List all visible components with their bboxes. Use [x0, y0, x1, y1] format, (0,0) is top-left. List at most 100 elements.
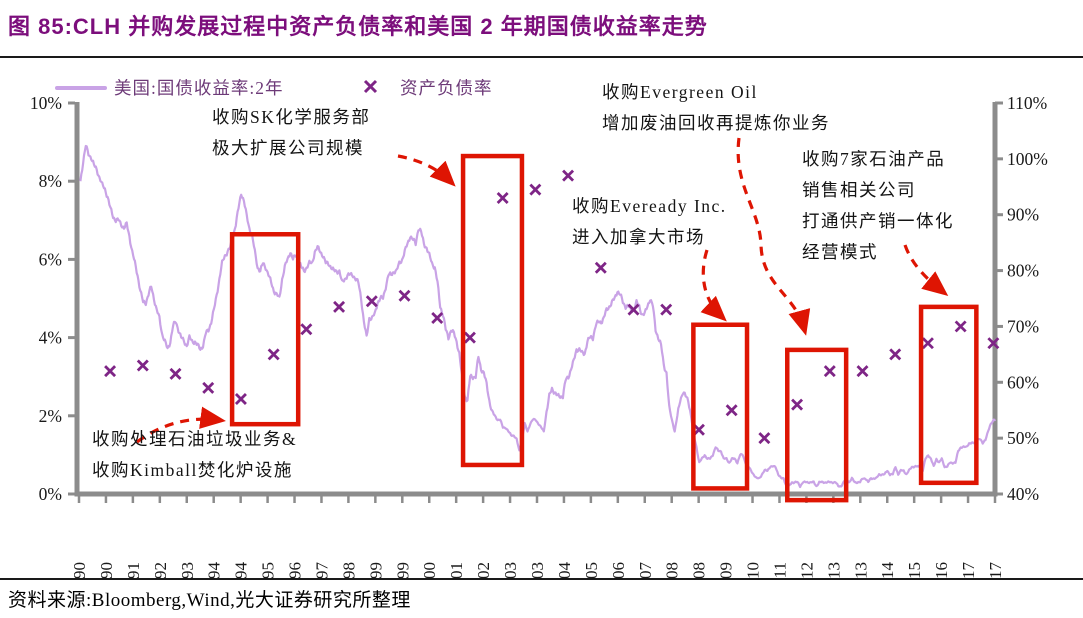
ratio-marker — [660, 303, 673, 316]
legend-ratio-label: 资产负债率 — [400, 78, 493, 98]
x-axis-tick-label: 1995 — [259, 562, 278, 578]
ratio-marker — [954, 320, 967, 333]
x-axis-tick-label: 2008 — [690, 562, 709, 578]
right-axis-tick-label: 50% — [1007, 428, 1039, 448]
x-axis-tick-label: 1999 — [393, 562, 412, 578]
x-axis-tick-label: 2001 — [447, 562, 466, 578]
ratio-marker — [856, 365, 869, 378]
ratio-x-marker-icon — [363, 79, 378, 94]
highlight-box — [785, 347, 849, 503]
ratio-marker — [594, 261, 607, 274]
x-axis-tick-label: 1999 — [366, 562, 385, 578]
x-axis-tick-label: 1998 — [339, 562, 358, 578]
annotation-kimball: 收购处理石油垃圾业务& 收购Kimball焚化炉设施 — [92, 429, 298, 480]
annotation-arrow — [736, 137, 811, 336]
x-axis-tick-label: 1992 — [151, 562, 170, 578]
x-axis-tick-label: 2013 — [851, 562, 870, 578]
annotation-seven: 收购7家石油产品 销售相关公司 打通供产销一体化 经营模式 — [802, 149, 954, 262]
x-axis-tick-label: 1996 — [286, 562, 305, 578]
ratio-marker — [627, 303, 640, 316]
chart-canvas: 10% 8% 6% 4% 2% 0% 110% 100% 90% 80% 70% 60% 50% 40% 1… — [30, 93, 1048, 579]
x-axis-tick-label: 2008 — [663, 562, 682, 578]
right-axis-tick-label: 60% — [1007, 372, 1039, 392]
annotation-arrow — [700, 249, 727, 322]
x-axis-tick-label: 2004 — [555, 562, 574, 579]
right-axis-tick-label: 90% — [1007, 205, 1039, 225]
x-axis-tick-label: 2000 — [420, 562, 439, 578]
ratio-marker — [463, 331, 476, 344]
x-axis-tick-label: 1991 — [124, 562, 143, 578]
left-axis-tick-label: 8% — [39, 171, 62, 191]
ratio-marker — [300, 323, 313, 336]
annotation-eveready: 收购Eveready Inc. 进入加拿大市场 — [572, 196, 727, 247]
x-axis-tick-label: 2006 — [609, 562, 628, 578]
annotation-evergreen: 收购Evergreen Oil 增加废油回收再提炼你业务 — [602, 82, 830, 133]
x-axis-tick-label: 2013 — [824, 562, 843, 578]
ratio-marker — [529, 183, 542, 196]
right-axis-tick-label: 110% — [1007, 93, 1047, 113]
left-axis-tick-label: 0% — [39, 484, 62, 504]
x-axis-tick-label: 2003 — [501, 562, 520, 578]
ratio-marker — [136, 359, 149, 372]
x-axis-tick-label: 2016 — [932, 562, 951, 578]
yield-line-swatch — [55, 86, 107, 90]
ratio-marker — [562, 169, 575, 182]
ratio-marker — [104, 365, 117, 378]
ratio-marker — [169, 367, 182, 380]
highlight-box — [918, 304, 979, 486]
ratio-marker — [431, 312, 444, 325]
ratio-marker — [921, 337, 934, 350]
x-axis-tick-label: 1990 — [97, 562, 116, 578]
ratio-marker — [333, 300, 346, 313]
left-axis-tick-label: 2% — [39, 406, 62, 426]
page-title: 图 85:CLH 并购发展过程中资产负债率和美国 2 年期国债收益率走势 — [8, 14, 708, 39]
annotation-sk: 收购SK化学服务部 极大扩展公司规模 — [212, 107, 371, 158]
annotation-arrow — [903, 244, 949, 296]
x-axis-tick-label: 2015 — [905, 562, 924, 578]
title-divider — [0, 56, 1083, 58]
ratio-marker — [758, 432, 771, 445]
x-axis-tick-label: 2002 — [474, 562, 493, 578]
ratio-marker — [398, 289, 411, 302]
x-axis-tick-label: 1997 — [312, 562, 331, 579]
x-axis-tick-label: 2011 — [770, 562, 789, 578]
ratio-marker — [823, 365, 836, 378]
right-axis-tick-label: 40% — [1007, 484, 1039, 504]
ratio-marker — [496, 191, 509, 204]
x-axis-tick-label: 2012 — [797, 562, 816, 578]
x-axis-tick-label: 2017 — [959, 562, 978, 579]
x-axis-tick-label: 1993 — [178, 562, 197, 578]
ratio-marker — [889, 348, 902, 361]
ratio-marker — [202, 381, 215, 394]
legend-yield-label: 美国:国债收益率:2年 — [114, 78, 284, 98]
left-axis-tick-label: 6% — [39, 249, 62, 269]
source-text: 资料来源:Bloomberg,Wind,光大证券研究所整理 — [8, 590, 411, 611]
right-axis-tick-label: 80% — [1007, 261, 1039, 281]
x-axis-tick-label: 1994 — [205, 562, 224, 579]
x-axis-tick-label: 2017 — [986, 562, 1005, 579]
ratio-marker — [791, 398, 804, 411]
ratio-marker — [725, 404, 738, 417]
x-axis-tick-label: 1994 — [232, 562, 251, 579]
ratio-marker — [987, 337, 1000, 350]
ratio-marker — [365, 295, 378, 308]
right-axis-tick-label: 70% — [1007, 316, 1039, 336]
left-axis-tick-label: 4% — [39, 328, 62, 348]
x-axis-tick-label: 2007 — [636, 562, 655, 579]
highlight-box — [691, 322, 750, 491]
right-axis-tick-label: 100% — [1007, 149, 1048, 169]
x-axis-tick-label: 2009 — [717, 562, 736, 578]
x-axis-tick-label: 2003 — [528, 562, 547, 578]
x-axis-tick-label: 2014 — [878, 562, 897, 579]
left-axis-tick-label: 10% — [30, 93, 62, 113]
source-divider — [0, 578, 1083, 580]
ratio-marker — [267, 348, 280, 361]
ratio-marker — [234, 393, 247, 406]
x-axis-tick-label: 2010 — [744, 562, 763, 578]
annotation-arrow — [397, 154, 456, 187]
x-axis-tick-label: 1990 — [70, 562, 89, 578]
highlight-box — [460, 153, 525, 468]
x-axis-tick-label: 2005 — [582, 562, 601, 578]
highlight-box — [229, 232, 301, 427]
